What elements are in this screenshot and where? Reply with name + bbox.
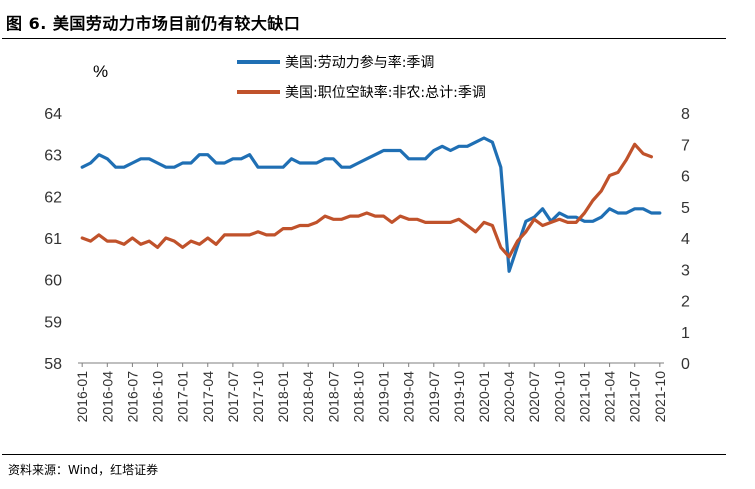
x-tick-label: 2018-10 (350, 371, 366, 423)
x-tick-label: 2021-10 (652, 371, 668, 423)
right-tick-label: 3 (681, 262, 690, 279)
right-tick-label: 7 (681, 137, 690, 154)
right-tick-label: 0 (681, 356, 690, 373)
left-tick-label: 59 (44, 314, 62, 331)
right-tick-label: 4 (681, 231, 690, 248)
left-tick-label: 60 (44, 273, 62, 290)
x-tick-label: 2018-07 (325, 371, 341, 423)
x-tick-label: 2016-01 (74, 371, 90, 423)
top-rule (2, 38, 726, 39)
x-tick-label: 2021-01 (576, 371, 592, 423)
x-tick-label: 2021-07 (627, 371, 643, 423)
x-tick-label: 2020-07 (526, 371, 542, 423)
x-tick-label: 2018-04 (300, 371, 316, 423)
right-tick-label: 2 (681, 294, 690, 311)
x-tick-label: 2017-10 (250, 371, 266, 423)
x-tick-label: 2019-07 (426, 371, 442, 423)
x-tick-label: 2021-04 (602, 371, 618, 423)
figure-title: 图 6. 美国劳动力市场目前仍有较大缺口 (6, 14, 301, 33)
x-tick-label: 2020-01 (476, 371, 492, 423)
left-tick-label: 63 (44, 148, 62, 165)
x-tick-label: 2020-10 (551, 371, 567, 423)
x-tick-label: 2016-07 (124, 371, 140, 423)
x-tick-label: 2017-01 (175, 371, 191, 423)
left-axis-unit: % (93, 62, 108, 81)
left-tick-label: 61 (44, 231, 62, 248)
x-tick-label: 2020-04 (501, 371, 517, 423)
left-tick-label: 62 (44, 189, 62, 206)
x-tick-label: 2019-10 (451, 371, 467, 423)
bottom-rule (2, 454, 726, 455)
left-tick-label: 58 (44, 356, 62, 373)
x-tick-label: 2017-04 (200, 371, 216, 423)
right-tick-label: 5 (681, 200, 690, 217)
legend-label-openings: 美国:职位空缺率:非农:总计:季调 (285, 84, 486, 101)
x-tick-label: 2017-07 (225, 371, 241, 423)
x-tick-label: 2019-01 (376, 371, 392, 423)
right-axis-ticks: 8 7 6 5 4 3 2 1 0 (681, 106, 690, 373)
right-tick-label: 6 (681, 169, 690, 186)
left-tick-label: 64 (44, 106, 62, 123)
x-axis-ticks: 2016-01 2016-04 2016-07 2016-10 2017-01 2017-… (74, 363, 668, 422)
right-tick-label: 8 (681, 106, 690, 123)
x-tick-label: 2016-04 (99, 371, 115, 423)
left-axis-ticks: 64 63 62 61 60 59 58 (44, 106, 62, 373)
legend-label-participation: 美国:劳动力参与率:季调 (285, 54, 434, 71)
x-tick-label: 2016-10 (150, 371, 166, 423)
legend: 美国:劳动力参与率:季调 美国:职位空缺率:非农:总计:季调 (237, 54, 486, 101)
series-lines (80, 136, 662, 273)
series-line-participation (80, 136, 662, 273)
x-tick-label: 2019-04 (401, 371, 417, 423)
right-tick-label: 1 (681, 325, 690, 342)
x-tick-label: 2018-01 (275, 371, 291, 423)
source-note: 资料来源：Wind，红塔证券 (8, 463, 159, 477)
series-line-openings (80, 142, 654, 259)
